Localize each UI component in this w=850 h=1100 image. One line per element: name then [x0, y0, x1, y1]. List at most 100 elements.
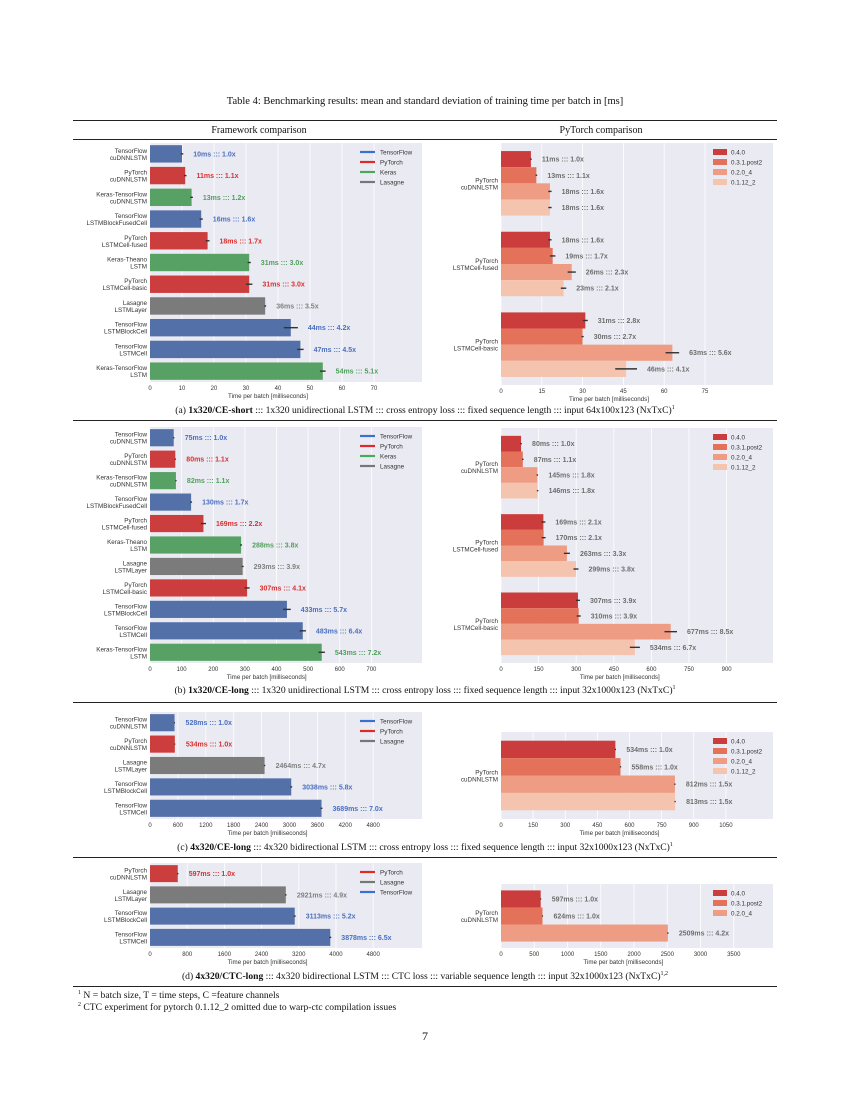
footnote-1: 1 N = batch size, T = time steps, C =fea… — [78, 990, 279, 1001]
bar-value-label: 169ms ::: 2.2x — [216, 521, 262, 528]
category-label: TensorFlow LSTMBlockCell — [104, 781, 147, 795]
x-tick-label: 200 — [208, 667, 219, 673]
category-label: TensorFlow LSTMCell — [115, 343, 148, 357]
caption-prefix: (a) — [175, 405, 189, 417]
footnote-2: 2 CTC experiment for pytorch 0.1.12_2 om… — [78, 1002, 396, 1013]
bar-value-label: 16ms ::: 1.6x — [213, 217, 256, 224]
category-label-line: PyTorch — [475, 540, 498, 547]
legend-label: 0.3.1.post2 — [731, 159, 763, 166]
x-tick-label: 100 — [177, 667, 188, 673]
bar-value-label: 87ms ::: 1.1x — [534, 457, 577, 464]
legend-label: PyTorch — [380, 443, 403, 450]
bar — [501, 264, 572, 281]
bar-value-label: 3113ms ::: 5.2x — [306, 914, 356, 921]
bar — [501, 344, 673, 361]
legend-label: 0.2.0_4 — [731, 169, 753, 176]
x-axis-label: Time per batch [milliseconds] — [580, 674, 660, 681]
x-tick-label: 450 — [609, 667, 620, 673]
chart-d-left: 0 800 1600 2400 3200 4000 4800 Time per batch [… — [104, 863, 422, 966]
caption-text: ::: 4x320 bidirectional LSTM ::: CTC los… — [263, 971, 661, 983]
bar — [150, 643, 322, 661]
rule-a — [73, 420, 777, 421]
header-rule — [73, 139, 777, 140]
x-tick-label: 2500 — [661, 952, 675, 958]
bar-value-label: 145ms ::: 1.8x — [548, 473, 594, 480]
legend-swatch — [713, 768, 727, 774]
x-tick-label: 450 — [592, 823, 603, 829]
category-label-line: LSTMCell-fused — [102, 242, 148, 249]
category-label-line: PyTorch — [475, 770, 498, 777]
category-label-line: cuDNNLSTM — [110, 482, 147, 489]
footnote-text: N = batch size, T = time steps, C =featu… — [81, 990, 280, 1002]
category-label-line: cuDNNLSTM — [110, 177, 147, 184]
x-tick-label: 700 — [366, 667, 377, 673]
caption-footnote-mark: 1,2 — [660, 971, 669, 977]
bar — [501, 758, 621, 776]
category-label-line: LSTMLayer — [114, 307, 147, 314]
legend-swatch — [713, 434, 727, 440]
bar-value-label: 130ms ::: 1.7x — [202, 500, 248, 507]
category-label: PyTorch cuDNNLSTM — [110, 868, 148, 882]
x-tick-label: 3600 — [311, 823, 325, 829]
category-label-line: LSTM — [130, 264, 147, 271]
category-label-line: Keras-TensorFlow — [96, 191, 147, 198]
legend-label: 0.4.0 — [731, 149, 746, 156]
category-label-line: Lasagne — [123, 300, 148, 307]
x-tick-label: 3500 — [727, 952, 741, 958]
legend-label: 0.4.0 — [731, 890, 746, 897]
x-tick-label: 1500 — [594, 952, 608, 958]
bar-value-label: 11ms ::: 1.0x — [542, 157, 584, 164]
x-axis-label: Time per batch [milliseconds] — [583, 959, 663, 966]
x-tick-label: 4000 — [329, 952, 343, 958]
category-label-line: TensorFlow — [115, 322, 148, 329]
bar — [150, 275, 250, 293]
bar — [501, 451, 523, 468]
bar — [501, 792, 676, 811]
caption-bold: 4x320/CTC-long — [195, 971, 264, 983]
caption-a: (a) 1x320/CE-short ::: 1x320 unidirectio… — [73, 405, 777, 416]
bar — [150, 756, 265, 775]
category-label: PyTorch cuDNNLSTM — [461, 770, 499, 784]
category-label-line: LSTMBlockCell — [104, 917, 147, 924]
x-tick-label: 30 — [243, 386, 250, 392]
bar-value-label: 433ms ::: 5.7x — [301, 607, 347, 614]
legend-label: Keras — [380, 453, 396, 460]
bar-value-label: 812ms ::: 1.5x — [686, 782, 732, 789]
x-tick-label: 3200 — [292, 952, 306, 958]
bar — [150, 188, 192, 207]
legend-swatch — [713, 464, 727, 470]
category-label-line: LSTMCell-fused — [102, 525, 148, 532]
caption-prefix: (b) — [174, 685, 189, 697]
bar — [501, 199, 550, 216]
caption-d: (d) 4x320/CTC-long ::: 4x320 bidirection… — [73, 971, 777, 982]
bar-value-label: 624ms ::: 1.0x — [553, 914, 599, 921]
category-label-line: TensorFlow — [115, 603, 148, 610]
chart-b-left: 0 100 200 300 400 500 600 700 Time per batch [mi… — [86, 427, 422, 681]
category-label-line: Lasagne — [123, 889, 148, 896]
bar-value-label: 299ms ::: 3.8x — [588, 567, 634, 574]
category-label-line: TensorFlow — [115, 931, 148, 938]
category-label-line: LSTMCell-fused — [453, 265, 499, 272]
category-label: PyTorch LSTMCell-fused — [102, 518, 148, 532]
x-tick-label: 300 — [560, 823, 571, 829]
x-tick-label: 0 — [148, 952, 152, 958]
legend-swatch — [713, 738, 727, 744]
category-label: TensorFlow LSTMCell — [115, 625, 148, 639]
legend-label: Lasagne — [380, 879, 405, 886]
bar-value-label: 13ms ::: 1.2x — [203, 195, 246, 202]
x-tick-label: 15 — [538, 389, 545, 395]
x-tick-label: 45 — [620, 389, 627, 395]
category-label: Keras-Theano LSTM — [107, 257, 147, 271]
bar-value-label: 80ms ::: 1.1x — [186, 457, 229, 464]
legend-label: PyTorch — [380, 869, 403, 876]
bar-value-label: 75ms ::: 1.0x — [185, 435, 228, 442]
bar — [150, 714, 175, 732]
category-label-line: PyTorch — [475, 910, 498, 917]
bar-value-label: 2464ms ::: 4.7x — [276, 763, 326, 770]
x-tick-label: 600 — [624, 823, 635, 829]
bar — [501, 167, 537, 184]
bar-value-label: 528ms ::: 1.0x — [186, 720, 232, 727]
category-label-line: LSTMCell — [119, 350, 147, 357]
legend-swatch — [713, 169, 727, 175]
bar-value-label: 26ms ::: 2.3x — [586, 270, 629, 277]
